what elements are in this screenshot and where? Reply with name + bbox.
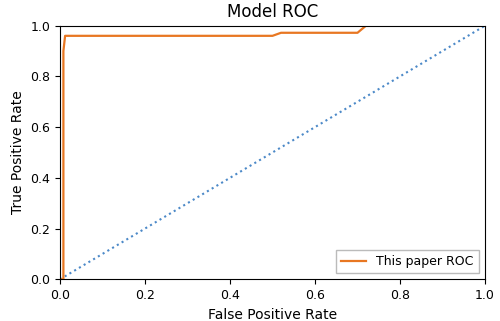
This paper ROC (60, 49, 66, 53)
This paper ROC (363, 24, 369, 28)
Legend: This paper ROC: This paper ROC (336, 250, 479, 273)
This paper ROC (482, 24, 488, 28)
This paper ROC (57, 277, 63, 281)
This paper ROC (354, 31, 360, 35)
This paper ROC (62, 34, 68, 38)
This paper ROC (60, 277, 66, 281)
Y-axis label: True Positive Rate: True Positive Rate (10, 91, 24, 214)
This paper ROC (134, 34, 140, 38)
Title: Model ROC: Model ROC (227, 3, 318, 22)
This paper ROC (270, 34, 276, 38)
This paper ROC (278, 31, 284, 35)
Line: This paper ROC: This paper ROC (60, 26, 485, 279)
X-axis label: False Positive Rate: False Positive Rate (208, 308, 337, 321)
